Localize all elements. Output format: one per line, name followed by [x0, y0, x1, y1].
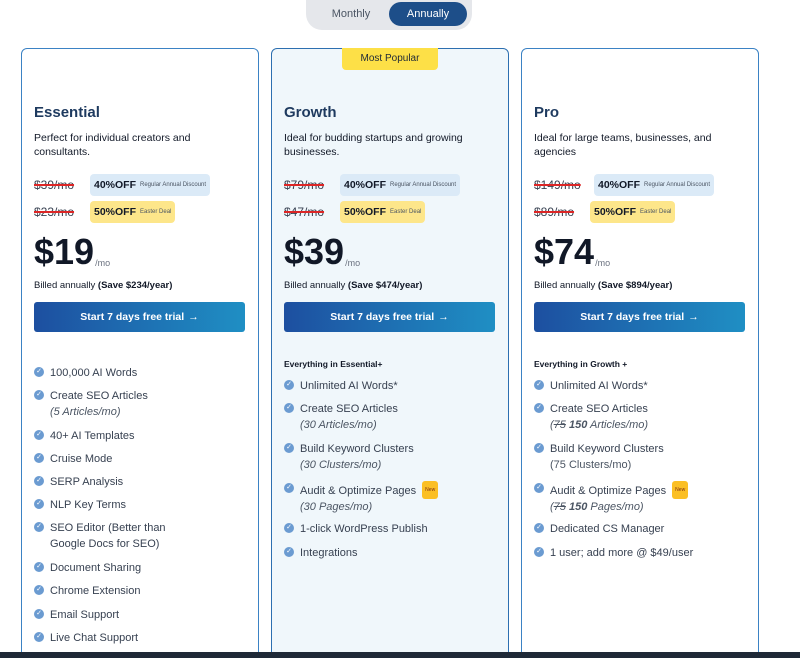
- feature-item: ✓ Audit & Optimize Pages New (75 150 Pages/…: [534, 481, 689, 515]
- feature-item: ✓ NLP Key Terms: [34, 497, 126, 513]
- arrow-right-icon: →: [688, 311, 699, 323]
- check-icon: ✓: [34, 499, 44, 509]
- final-price: $39 /mo: [284, 231, 361, 272]
- plan-description: Perfect for individual creators and cons…: [34, 132, 191, 158]
- check-icon: ✓: [284, 547, 294, 557]
- everything-in-label: Everything in Essential+: [284, 359, 383, 369]
- feature-item: ✓ Build Keyword Clusters (75 Clusters/mo): [534, 441, 664, 473]
- plan-card-pro: Pro Ideal for large teams, businesses, a…: [521, 48, 759, 658]
- check-icon: ✓: [284, 483, 294, 493]
- plan-title: Essential: [34, 104, 100, 121]
- start-trial-button[interactable]: Start 7 days free trial →: [534, 302, 745, 332]
- easter-discount-badge: 50%OFF Easter Deal: [590, 201, 676, 223]
- start-trial-button[interactable]: Start 7 days free trial →: [34, 302, 245, 332]
- check-icon: ✓: [534, 380, 544, 390]
- feature-item: ✓ Create SEO Articles (75 150 Articles/mo): [534, 401, 648, 433]
- most-popular-badge: Most Popular: [342, 48, 438, 70]
- check-icon: ✓: [34, 562, 44, 572]
- discounted-price: $89/mo: [534, 205, 575, 219]
- billing-note: Billed annually (Save $234/year): [34, 280, 173, 291]
- everything-in-label: Everything in Growth +: [534, 359, 628, 369]
- discount-row-annual: $39/mo 40%OFF Regular Annual Discount: [34, 174, 211, 196]
- check-icon: ✓: [284, 380, 294, 390]
- feature-item: ✓ Unlimited AI Words*: [284, 378, 398, 394]
- check-icon: ✓: [34, 585, 44, 595]
- feature-item: ✓ Cruise Mode: [34, 451, 112, 467]
- easter-discount-badge: 50%OFF Easter Deal: [340, 201, 426, 223]
- feature-item: ✓ Create SEO Articles (30 Articles/mo): [284, 401, 398, 433]
- check-icon: ✓: [534, 403, 544, 413]
- check-icon: ✓: [34, 632, 44, 642]
- discount-row-easter: $89/mo 50%OFF Easter Deal: [534, 201, 676, 223]
- discounted-price: $23/mo: [34, 205, 75, 219]
- check-icon: ✓: [284, 443, 294, 453]
- feature-item: ✓ 40+ AI Templates: [34, 428, 135, 444]
- original-price: $149/mo: [534, 178, 581, 192]
- check-icon: ✓: [284, 523, 294, 533]
- check-icon: ✓: [284, 403, 294, 413]
- feature-item: ✓ Email Support: [34, 607, 119, 623]
- billing-note: Billed annually (Save $474/year): [284, 280, 423, 291]
- check-icon: ✓: [34, 609, 44, 619]
- billing-note: Billed annually (Save $894/year): [534, 280, 673, 291]
- original-price: $39/mo: [34, 178, 75, 192]
- plan-description: Ideal for budding startups and growing b…: [284, 132, 463, 158]
- feature-item: ✓ 1 user; add more @ $49/user: [534, 545, 693, 561]
- feature-item: ✓ Unlimited AI Words*: [534, 378, 648, 394]
- plan-title: Pro: [534, 104, 560, 121]
- feature-item: ✓ SEO Editor (Better than Google Docs for…: [34, 520, 190, 552]
- annually-option[interactable]: Annually: [389, 2, 467, 26]
- arrow-right-icon: →: [438, 311, 449, 323]
- check-icon: ✓: [34, 522, 44, 532]
- bottom-edge: [0, 652, 800, 658]
- new-badge: New: [422, 481, 439, 499]
- feature-item: ✓ Live Chat Support: [34, 630, 138, 646]
- discount-row-annual: $149/mo 40%OFF Regular Annual Discount: [534, 174, 715, 196]
- feature-item: ✓ Build Keyword Clusters (30 Clusters/mo): [284, 441, 414, 473]
- monthly-option[interactable]: Monthly: [331, 8, 371, 20]
- feature-item: ✓ 1-click WordPress Publish: [284, 521, 428, 537]
- check-icon: ✓: [534, 443, 544, 453]
- final-price: $19 /mo: [34, 231, 111, 272]
- check-icon: ✓: [34, 390, 44, 400]
- annual-discount-badge: 40%OFF Regular Annual Discount: [90, 174, 211, 196]
- feature-item: ✓ Document Sharing: [34, 560, 141, 576]
- check-icon: ✓: [34, 367, 44, 377]
- discount-row-easter: $23/mo 50%OFF Easter Deal: [34, 201, 176, 223]
- plan-card-growth: Most Popular Growth Ideal for budding st…: [271, 48, 509, 658]
- feature-item: ✓ Integrations: [284, 545, 357, 561]
- check-icon: ✓: [534, 523, 544, 533]
- check-icon: ✓: [34, 476, 44, 486]
- check-icon: ✓: [34, 453, 44, 463]
- check-icon: ✓: [534, 547, 544, 557]
- new-badge: New: [672, 481, 689, 499]
- plan-title: Growth: [284, 104, 337, 121]
- feature-item: ✓ Dedicated CS Manager: [534, 521, 664, 537]
- arrow-right-icon: →: [188, 311, 199, 323]
- start-trial-button[interactable]: Start 7 days free trial →: [284, 302, 495, 332]
- feature-item: ✓ SERP Analysis: [34, 474, 123, 490]
- feature-item: ✓ Audit & Optimize Pages New (30 Pages/mo): [284, 481, 439, 515]
- original-price: $79/mo: [284, 178, 325, 192]
- feature-item: ✓ 100,000 AI Words: [34, 365, 137, 381]
- final-price: $74 /mo: [534, 231, 611, 272]
- easter-discount-badge: 50%OFF Easter Deal: [90, 201, 176, 223]
- discount-row-annual: $79/mo 40%OFF Regular Annual Discount: [284, 174, 461, 196]
- feature-item: ✓ Create SEO Articles (5 Articles/mo): [34, 388, 148, 420]
- discount-row-easter: $47/mo 50%OFF Easter Deal: [284, 201, 426, 223]
- check-icon: ✓: [534, 483, 544, 493]
- billing-toggle: Monthly Annually: [306, 0, 472, 30]
- check-icon: ✓: [34, 430, 44, 440]
- plan-card-essential: Essential Perfect for individual creator…: [21, 48, 259, 658]
- discounted-price: $47/mo: [284, 205, 325, 219]
- annual-discount-badge: 40%OFF Regular Annual Discount: [594, 174, 715, 196]
- feature-item: ✓ Chrome Extension: [34, 583, 141, 599]
- plan-description: Ideal for large teams, businesses, and a…: [534, 132, 712, 158]
- annual-discount-badge: 40%OFF Regular Annual Discount: [340, 174, 461, 196]
